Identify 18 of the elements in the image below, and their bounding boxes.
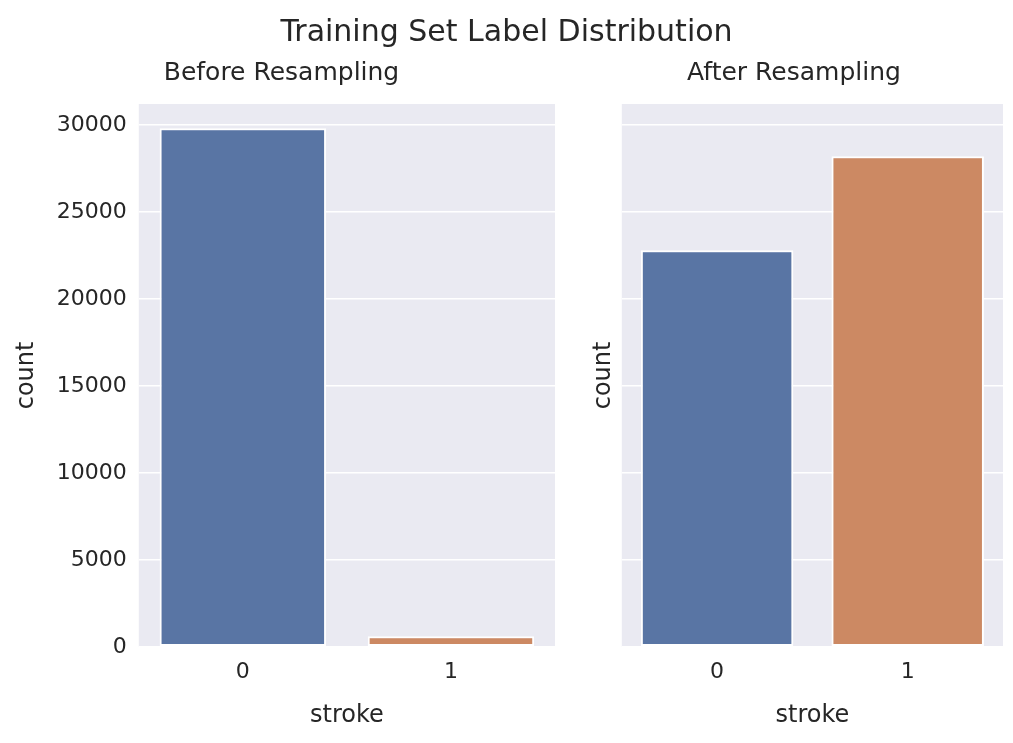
y-tick-label: 20000: [56, 284, 127, 310]
y-tick-label: 15000: [56, 371, 127, 397]
x-axis-title: stroke: [775, 699, 850, 728]
chart-subtitle: Before Resampling: [163, 56, 400, 86]
chart-subtitle: After Resampling: [687, 56, 901, 86]
y-tick-label: 10000: [56, 458, 127, 484]
y-tick-label: 0: [112, 632, 127, 658]
y-axis-title: count: [587, 341, 616, 410]
y-tick-label: 30000: [56, 110, 127, 136]
y-tick-label: 25000: [56, 197, 127, 223]
x-tick-label: 0: [235, 657, 250, 683]
x-tick-label: 1: [443, 657, 458, 683]
x-tick-label: 0: [710, 657, 725, 683]
x-tick-label: 1: [900, 657, 915, 683]
y-axis-title: count: [10, 341, 39, 410]
y-tick-label: 5000: [70, 545, 127, 571]
x-axis-title: stroke: [310, 699, 384, 728]
chart-title: Training Set Label Distribution: [279, 12, 734, 50]
